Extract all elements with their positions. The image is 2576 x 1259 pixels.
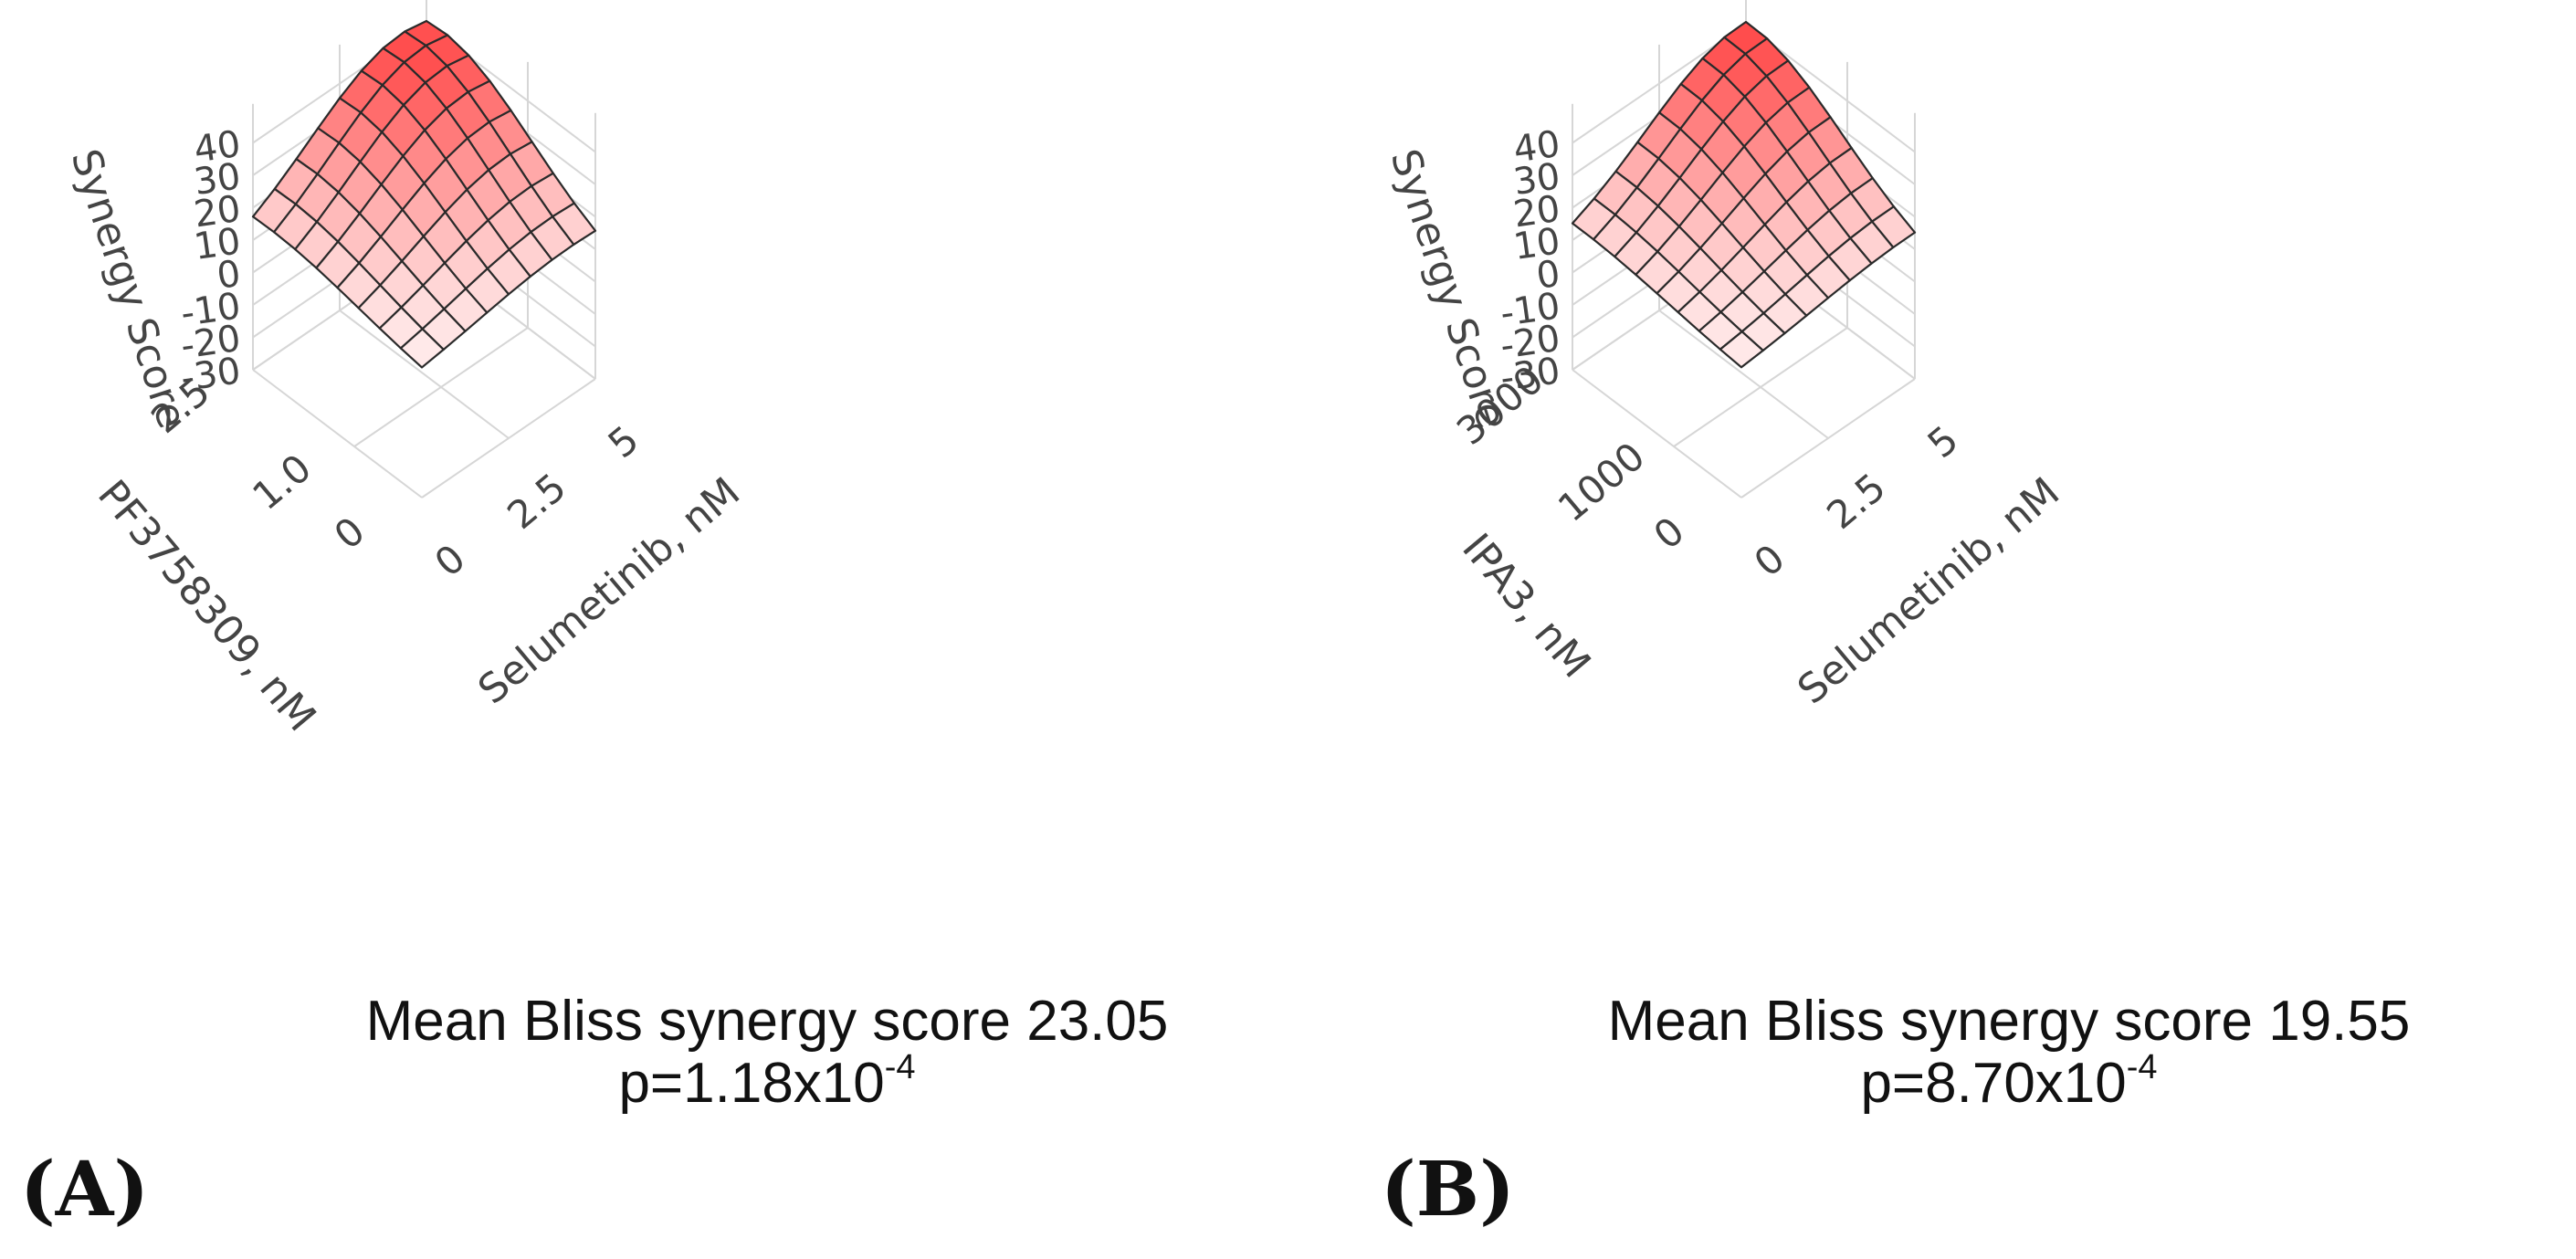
z-tick-label: 10 — [192, 220, 244, 268]
y-axis-title: PF3758309, nM — [89, 471, 325, 740]
y-tick-label: 0 — [1645, 509, 1693, 559]
y-tick-label: 1.0 — [244, 446, 320, 519]
z-tick-label: 40 — [192, 123, 244, 172]
x-tick-label: 5 — [600, 417, 647, 467]
surface — [251, 19, 597, 369]
z-tick-label: 30 — [1511, 155, 1563, 204]
y-tick-label: 0 — [326, 509, 373, 559]
surface — [1571, 20, 1917, 369]
z-tick-label: 30 — [192, 155, 244, 204]
floor-gridline — [353, 327, 529, 447]
x-tick-label: 5 — [1919, 417, 1967, 467]
x-tick-label: 0 — [1746, 536, 1793, 586]
panel-label-a: (A) — [20, 1146, 150, 1233]
y-tick-label: 1000 — [1550, 434, 1653, 530]
surface-cell — [1719, 330, 1764, 369]
floor-gridline — [1658, 310, 1829, 439]
z-tick-label: -30 — [178, 350, 243, 400]
z-tick-label: 20 — [1511, 188, 1563, 236]
y-axis-title: IPA3, nM — [1453, 525, 1599, 687]
z-tick-label: 20 — [192, 188, 244, 236]
z-tick-label: -10 — [178, 285, 243, 335]
x-tick-label: 2.5 — [1818, 465, 1894, 538]
floor-gridline — [1740, 378, 1916, 498]
x-tick-label: 2.5 — [499, 465, 574, 538]
z-tick-label: 0 — [215, 253, 244, 298]
caption-b-score: Mean Bliss synergy score 19.55 — [1607, 990, 2411, 1053]
caption-a: Mean Bliss synergy score 23.05 p=1.18x10… — [265, 990, 1269, 1116]
surface-cell — [399, 328, 445, 369]
caption-b: Mean Bliss synergy score 19.55 p=8.70x10… — [1507, 990, 2511, 1116]
floor-gridline — [339, 310, 510, 439]
z-tick-label: 10 — [1511, 220, 1563, 268]
caption-a-score: Mean Bliss synergy score 23.05 — [365, 990, 1169, 1053]
floor-gridline — [1572, 369, 1742, 498]
floor-gridline — [1673, 327, 1848, 447]
x-tick-label: 0 — [426, 536, 474, 586]
floor-gridline — [421, 378, 596, 498]
caption-a-pvalue: p=1.18x10-4 — [618, 1048, 916, 1116]
z-tick-label: 0 — [1534, 253, 1563, 298]
z-tick-label: -20 — [178, 318, 243, 368]
z-tick-label: -10 — [1498, 285, 1562, 335]
panel-label-b: (B) — [1381, 1146, 1515, 1233]
z-tick-label: -20 — [1498, 318, 1562, 368]
z-tick-label: 40 — [1511, 123, 1563, 172]
caption-b-pvalue: p=8.70x10-4 — [1860, 1048, 2158, 1116]
z-tick-label: -30 — [1498, 350, 1562, 400]
floor-gridline — [252, 369, 423, 498]
